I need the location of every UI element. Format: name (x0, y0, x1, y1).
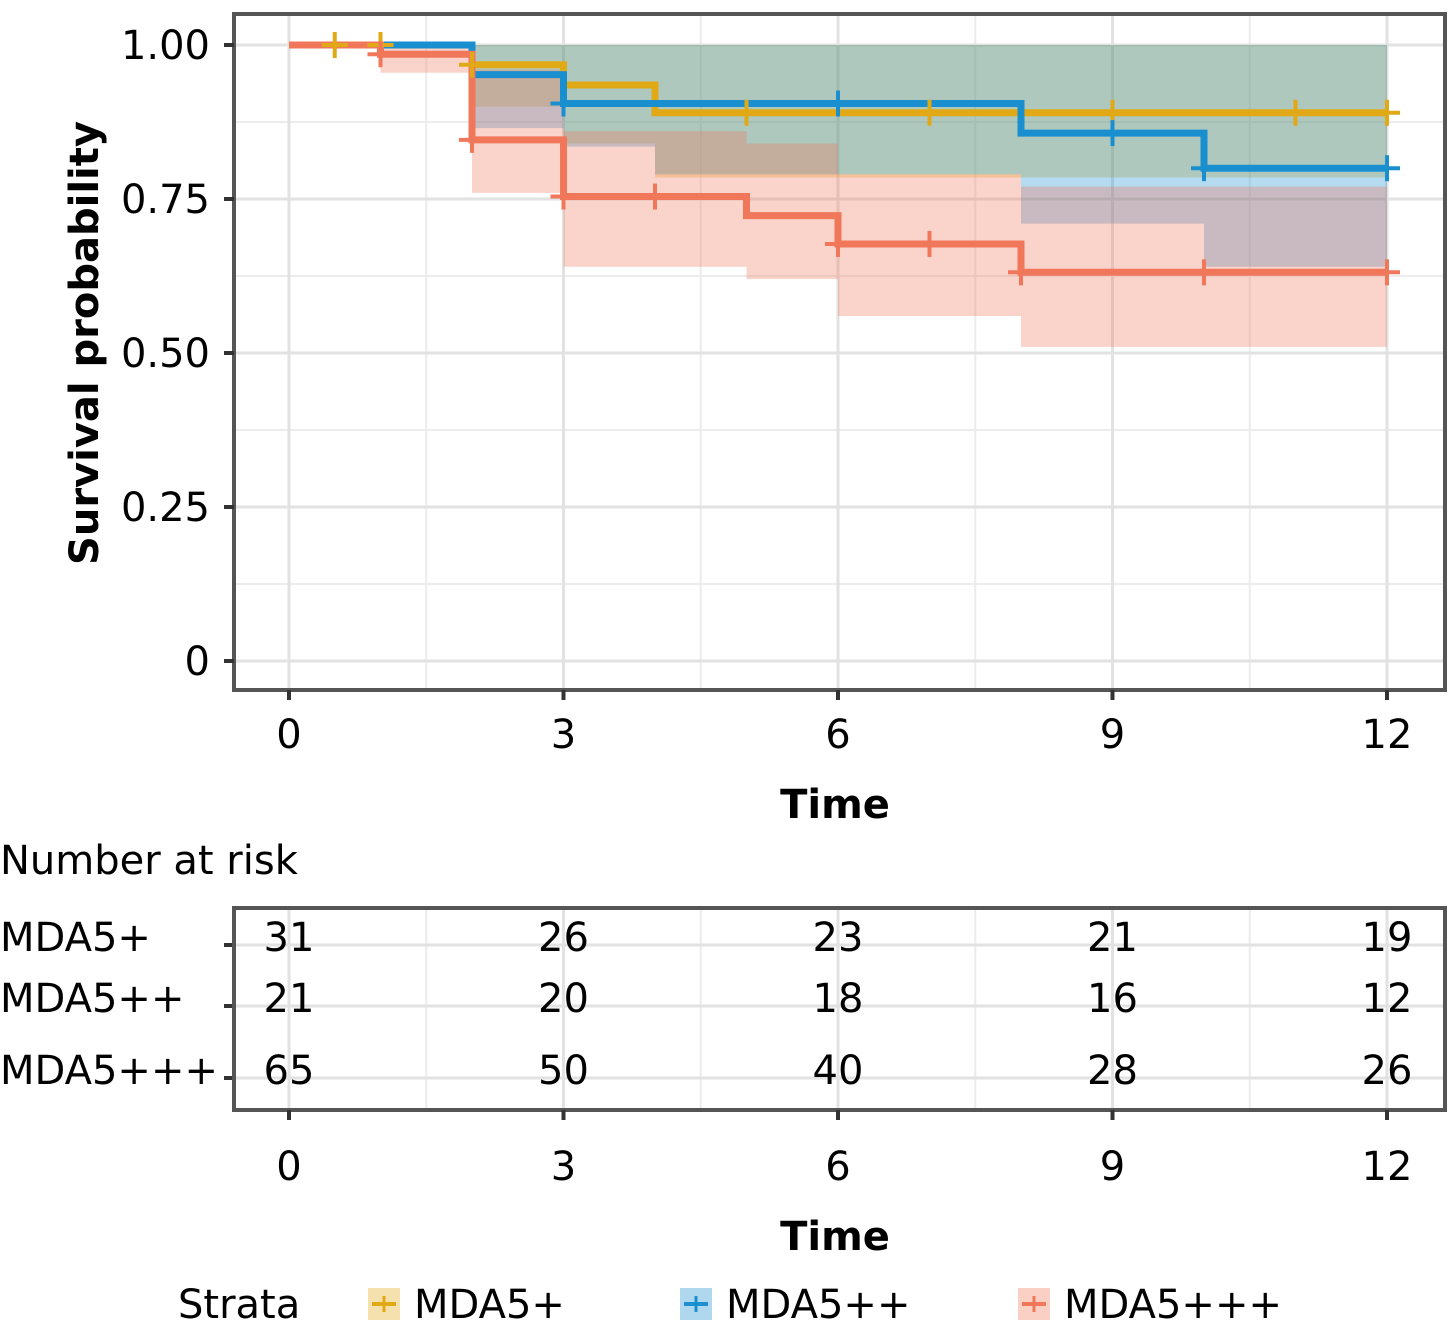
censor-mark (550, 183, 577, 210)
risk-count: 26 (538, 915, 589, 961)
risk-count: 28 (1087, 1048, 1138, 1094)
censor-mark (321, 32, 348, 58)
y-tick-label: 0.25 (121, 485, 210, 531)
risk-table-title: Number at risk (0, 838, 299, 884)
x-tick-label: 12 (1362, 1144, 1413, 1190)
x-tick-label: 9 (1100, 1144, 1125, 1190)
x-tick-label: 9 (1100, 712, 1125, 758)
risk-x-axis-title: Time (780, 1214, 890, 1260)
legend-title: Strata (178, 1282, 300, 1320)
risk-row-label: MDA5+ (0, 915, 151, 961)
censor-mark (367, 41, 394, 68)
censor-mark (1191, 259, 1217, 286)
censor-mark (825, 230, 851, 257)
censor-mark (733, 99, 760, 126)
censor-mark (825, 90, 851, 117)
y-tick-label: 0.50 (121, 331, 210, 377)
x-tick-label: 0 (276, 712, 301, 758)
x-tick-label: 3 (551, 712, 576, 758)
x-tick-label: 6 (825, 712, 850, 758)
risk-count: 65 (264, 1048, 315, 1094)
censor-mark (459, 126, 485, 153)
censor-mark (1191, 155, 1217, 182)
x-tick-label: 0 (276, 1144, 301, 1190)
risk-count: 20 (538, 976, 589, 1022)
censor-mark (1374, 259, 1400, 286)
censor-mark (916, 230, 943, 257)
censor-mark (1374, 99, 1400, 126)
x-tick-label: 3 (551, 1144, 576, 1190)
x-tick-label: 6 (825, 1144, 850, 1190)
risk-count: 31 (264, 915, 315, 961)
censor-mark (459, 51, 485, 78)
risk-count: 21 (264, 976, 315, 1022)
x-tick-label: 12 (1362, 712, 1413, 758)
legend-item-MDA5+ (368, 1288, 400, 1320)
censor-mark (642, 183, 668, 210)
x-axis-title: Time (780, 782, 890, 828)
legend-label: MDA5+++ (1064, 1282, 1282, 1320)
censor-mark (1282, 99, 1309, 126)
censor-mark (1374, 155, 1400, 182)
legend-label: MDA5+ (414, 1282, 565, 1320)
censor-mark (550, 90, 577, 117)
y-tick-label: 1.00 (121, 23, 210, 69)
legend-item-MDA5++ (680, 1288, 712, 1320)
risk-count: 21 (1087, 915, 1138, 961)
y-tick-label: 0 (185, 639, 210, 685)
risk-row-label: MDA5++ (0, 976, 184, 1022)
censor-mark (916, 99, 943, 126)
risk-count: 18 (813, 976, 864, 1022)
risk-count: 19 (1362, 915, 1413, 961)
risk-count: 12 (1362, 976, 1413, 1022)
risk-count: 23 (813, 915, 864, 961)
legend-label: MDA5++ (726, 1282, 910, 1320)
censor-mark (1099, 120, 1126, 147)
risk-count: 50 (538, 1048, 589, 1094)
y-tick-label: 0.75 (121, 177, 210, 223)
risk-row-label: MDA5+++ (0, 1048, 218, 1094)
y-axis-title: Survival probability (62, 121, 108, 565)
risk-count: 16 (1087, 976, 1138, 1022)
legend-item-MDA5+++ (1018, 1288, 1050, 1320)
risk-count: 26 (1362, 1048, 1413, 1094)
risk-count: 40 (813, 1048, 864, 1094)
censor-mark (1008, 259, 1034, 286)
